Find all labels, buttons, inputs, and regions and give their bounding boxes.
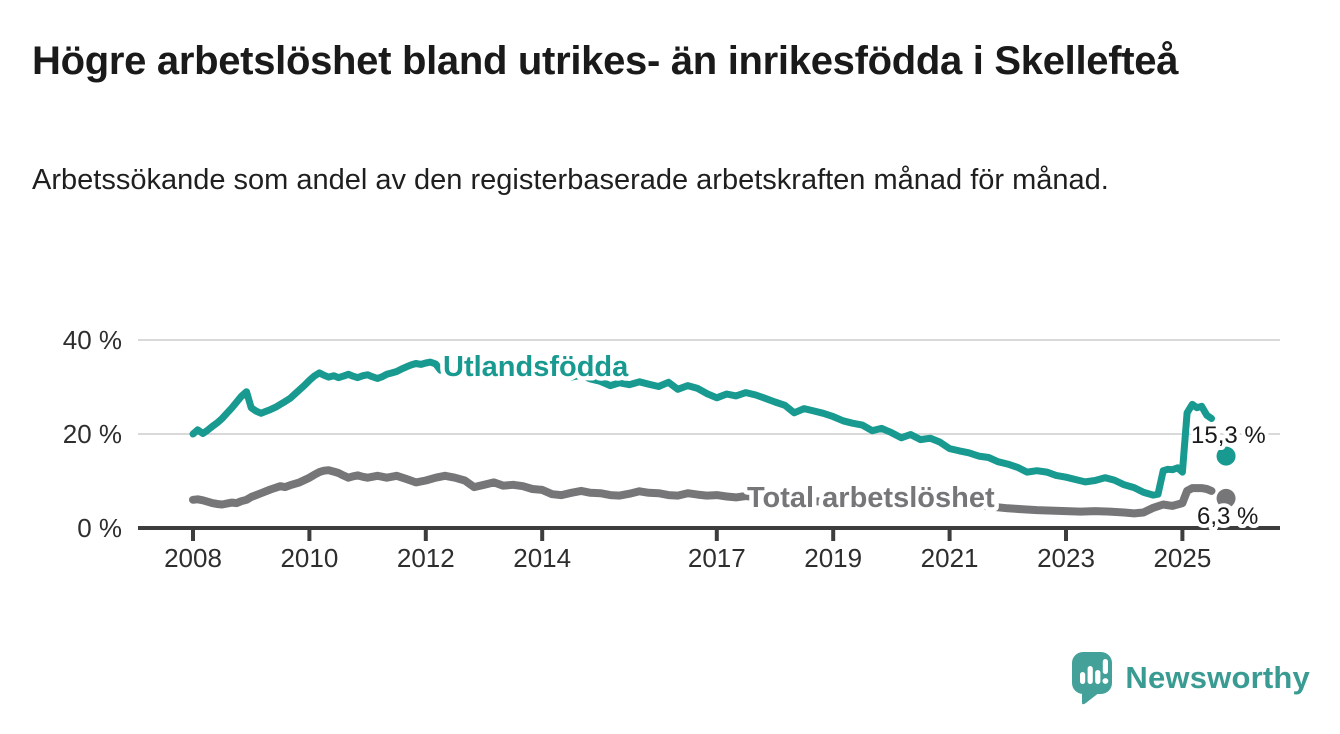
x-axis-tick-label: 2014 — [513, 543, 571, 573]
logo-exclamation-bar — [1103, 659, 1109, 674]
logo-exclamation-dot — [1102, 678, 1109, 684]
logo-bar-medium — [1095, 670, 1101, 684]
newsworthy-logo: Newsworthy — [1070, 650, 1310, 706]
series-line-total-arbetsloshet — [189, 466, 1216, 518]
y-axis-tick-label: 20 % — [63, 419, 122, 449]
latest-value-label-total-arbetsloshet: 6,3 % — [1197, 503, 1258, 530]
x-axis-tick-label: 2017 — [688, 543, 746, 573]
x-axis-tick-label: 2010 — [280, 543, 338, 573]
x-axis-tick-label: 2012 — [397, 543, 455, 573]
x-axis-tick-label: 2023 — [1037, 543, 1095, 573]
series-label-total-arbetsloshet: Total arbetslöshet — [747, 482, 995, 514]
x-axis-tick-label: 2008 — [164, 543, 222, 573]
line-chart-svg: 0 % 20 % 40 % 2008 2010 2012 2014 2017 2019 2021 2… — [63, 325, 1280, 573]
latest-value-dot-utlandsfodda — [1216, 446, 1236, 466]
y-axis-tick-label: 40 % — [63, 325, 122, 355]
series-label-utlandsfodda: Utlandsfödda — [443, 351, 629, 383]
latest-value-label-utlandsfodda: 15,3 % — [1191, 422, 1266, 449]
series-line-utlandsfodda — [189, 358, 1215, 499]
y-axis-tick-label: 0 % — [77, 513, 122, 543]
chart-subtitle: Arbetssökande som andel av den registerb… — [32, 163, 1109, 196]
newsworthy-logo-icon — [1072, 652, 1113, 705]
x-axis-tick-label: 2021 — [921, 543, 979, 573]
logo-bar-tall — [1087, 666, 1094, 684]
latest-value-dot-total-arbetsloshet — [1216, 488, 1236, 508]
chart-title: Högre arbetslöshet bland utrikes- än inr… — [32, 39, 1179, 83]
x-axis-tick-label: 2025 — [1153, 543, 1211, 573]
plot-area: 0 % 20 % 40 % 2008 2010 2012 2014 2017 2019 2021 2… — [63, 325, 1280, 573]
logo-bar-short — [1080, 672, 1086, 684]
newsworthy-logo-text: Newsworthy — [1125, 660, 1310, 695]
x-axis-tick-label: 2019 — [804, 543, 862, 573]
